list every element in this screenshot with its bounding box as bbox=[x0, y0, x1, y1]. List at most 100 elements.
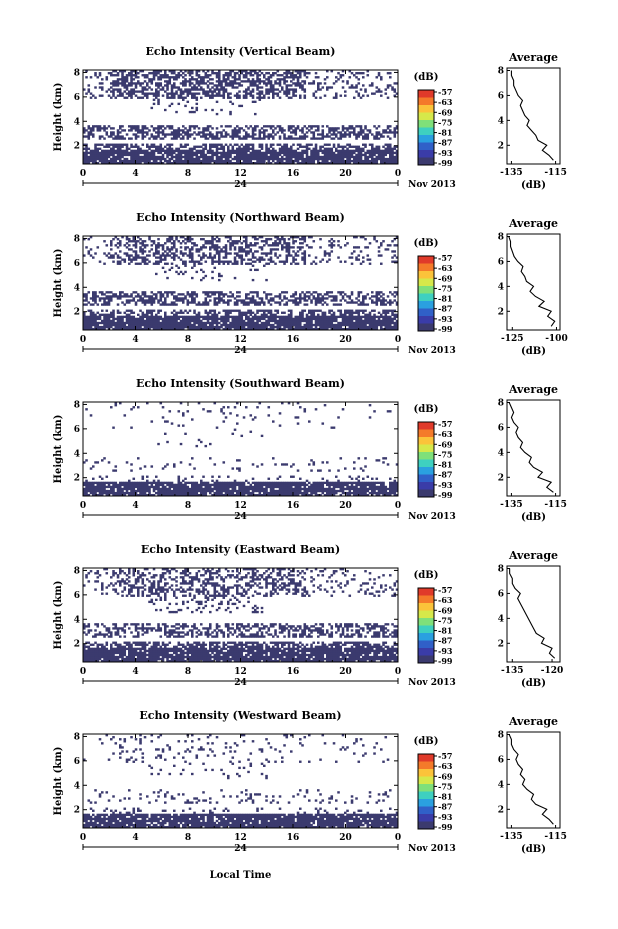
echo-cell bbox=[258, 159, 262, 163]
echo-cell bbox=[258, 246, 262, 249]
echo-cell bbox=[139, 317, 142, 321]
echo-cell bbox=[292, 159, 295, 163]
echo-cell bbox=[87, 147, 91, 150]
echo-cell bbox=[290, 254, 293, 257]
echo-cell bbox=[236, 92, 239, 95]
echo-cell bbox=[164, 315, 167, 319]
echo-cell bbox=[227, 301, 230, 304]
echo-cell bbox=[249, 72, 253, 75]
echo-cell bbox=[211, 149, 214, 153]
echo-cell bbox=[299, 319, 302, 323]
echo-cell bbox=[353, 301, 356, 304]
echo-cell bbox=[186, 157, 190, 161]
echo-cell bbox=[85, 297, 88, 300]
echo-cell bbox=[254, 127, 257, 130]
echo-cell bbox=[195, 248, 199, 251]
echo-cell bbox=[294, 94, 298, 97]
echo-cell bbox=[98, 129, 102, 132]
echo-cell bbox=[215, 149, 219, 153]
echo-cell bbox=[204, 321, 208, 325]
echo-cell bbox=[114, 317, 118, 321]
colorbar-tick-label: -69 bbox=[438, 273, 453, 283]
echo-cell bbox=[299, 293, 302, 296]
echo-cell bbox=[215, 94, 219, 97]
echo-cell bbox=[287, 319, 291, 323]
echo-cell bbox=[332, 161, 336, 165]
echo-cell bbox=[218, 317, 221, 321]
echo-cell bbox=[258, 137, 262, 140]
avg-y-tick-label: 6 bbox=[498, 91, 504, 101]
echo-cell bbox=[249, 84, 253, 87]
echo-cell bbox=[202, 159, 205, 163]
echo-cell bbox=[83, 315, 86, 319]
echo-cell bbox=[173, 301, 176, 304]
echo-cell bbox=[114, 236, 118, 239]
echo-cell bbox=[242, 96, 246, 99]
echo-cell bbox=[357, 321, 361, 325]
echo-cell bbox=[103, 315, 106, 319]
echo-cell bbox=[193, 319, 196, 323]
echo-cell bbox=[236, 72, 239, 75]
echo-cell bbox=[87, 252, 91, 255]
echo-cell bbox=[364, 135, 367, 138]
echo-cell bbox=[132, 250, 136, 253]
echo-cell bbox=[231, 102, 235, 106]
echo-cell bbox=[209, 157, 212, 161]
echo-cell bbox=[391, 317, 394, 321]
echo-cell bbox=[285, 94, 289, 97]
echo-cell bbox=[211, 240, 214, 243]
echo-cell bbox=[213, 293, 217, 296]
echo-cell bbox=[308, 155, 311, 159]
echo-cell bbox=[384, 313, 388, 316]
echo-cell bbox=[265, 157, 268, 161]
echo-cell bbox=[380, 78, 383, 81]
echo-cell bbox=[218, 74, 221, 77]
echo-cell bbox=[395, 131, 399, 134]
echo-cell bbox=[130, 323, 133, 327]
panel-2: Echo Intensity (Northward Beam)2468Heigh… bbox=[53, 211, 568, 357]
echo-cell bbox=[265, 143, 268, 146]
echo-cell bbox=[312, 153, 316, 157]
colorbar-tick-label: -99 bbox=[438, 324, 453, 334]
echo-cell bbox=[137, 323, 140, 327]
echo-cell bbox=[152, 102, 156, 106]
echo-cell bbox=[260, 325, 264, 329]
echo-cell bbox=[132, 157, 136, 161]
echo-cell bbox=[386, 86, 390, 89]
echo-cell bbox=[233, 252, 237, 255]
echo-cell bbox=[161, 153, 165, 157]
echo-cell bbox=[134, 295, 138, 298]
echo-cell bbox=[112, 295, 115, 298]
echo-cell bbox=[240, 80, 244, 83]
echo-cell bbox=[382, 131, 385, 134]
echo-cell bbox=[359, 250, 363, 253]
echo-cell bbox=[287, 159, 291, 163]
echo-cell bbox=[245, 135, 248, 138]
echo-cell bbox=[341, 321, 345, 325]
echo-cell bbox=[287, 238, 291, 241]
echo-cell bbox=[251, 153, 255, 157]
echo-cell bbox=[184, 321, 187, 325]
echo-cell bbox=[83, 325, 86, 329]
echo-cell bbox=[368, 315, 372, 319]
echo-cell bbox=[265, 254, 268, 257]
echo-cell bbox=[139, 131, 142, 134]
echo-cell bbox=[96, 153, 100, 157]
echo-cell bbox=[177, 102, 181, 106]
echo-cell bbox=[157, 309, 160, 312]
echo-cell bbox=[292, 125, 295, 128]
echo-cell bbox=[155, 161, 158, 165]
echo-cell bbox=[305, 315, 309, 319]
echo-cell bbox=[141, 248, 145, 251]
echo-cell bbox=[134, 125, 138, 128]
echo-cell bbox=[233, 246, 237, 249]
echo-cell bbox=[323, 327, 327, 331]
echo-cell bbox=[274, 149, 277, 153]
echo-cell bbox=[332, 299, 336, 302]
echo-cell bbox=[265, 321, 268, 325]
echo-cell bbox=[152, 299, 156, 302]
echo-cell bbox=[384, 159, 388, 163]
echo-cell bbox=[159, 147, 163, 150]
echo-cell bbox=[193, 151, 196, 155]
echo-cell bbox=[110, 321, 113, 325]
